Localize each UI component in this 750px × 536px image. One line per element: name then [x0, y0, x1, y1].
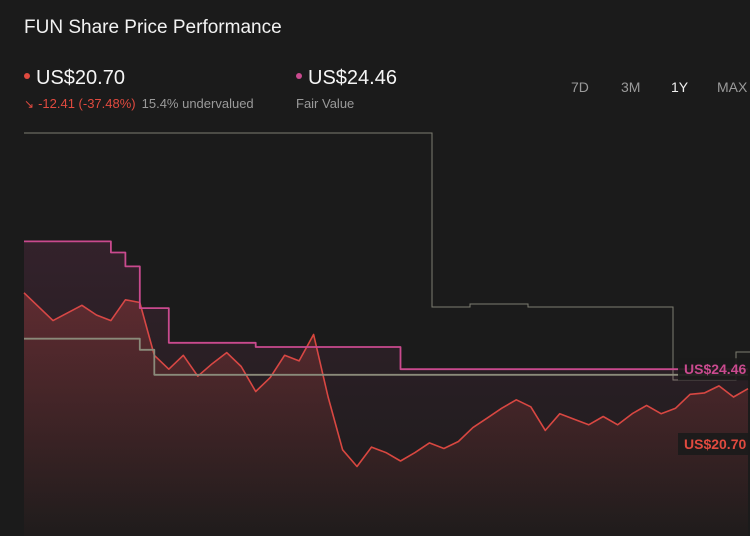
price-change: -12.41 (-37.48%)	[38, 96, 136, 111]
arrow-down-right-icon: ↘	[24, 97, 35, 111]
range-7d-button[interactable]: 7D	[571, 79, 589, 95]
analyst-step-line	[24, 337, 748, 376]
price-change-row: ↘ -12.41 (-37.48%) 15.4% undervalued	[24, 96, 254, 111]
fair-value-label: Fair Value	[296, 96, 355, 111]
share-price-summary: US$20.70 ↘ -12.41 (-37.48%) 15.4% underval…	[24, 67, 254, 111]
price-dot-icon	[24, 72, 30, 79]
fair-value-line	[24, 240, 748, 371]
range-3m-button[interactable]: 3M	[621, 79, 641, 95]
fair-value-line-area	[24, 241, 748, 536]
fair-value-amount: US$24.46	[308, 67, 397, 89]
price-end-label: US$20.70	[678, 433, 750, 455]
share-price: US$20.70	[24, 67, 254, 90]
page-title: FUN Share Price Performance	[24, 17, 282, 38]
fair-value-summary: US$24.46 Fair Value	[296, 67, 397, 111]
range-max-button[interactable]: MAX	[717, 79, 748, 95]
fair-value-dot-icon	[296, 72, 302, 79]
range-1y-button[interactable]: 1Y	[671, 79, 689, 95]
svg-text:US$20.70: US$20.70	[684, 436, 746, 452]
svg-text:US$24.46: US$24.46	[684, 361, 746, 377]
valuation-status: 15.4% undervalued	[141, 96, 254, 111]
chart-series-layer: US$24.46 US$20.70	[23, 240, 750, 536]
fair-value: US$24.46	[296, 67, 397, 90]
fair-value-end-label: US$24.46	[678, 358, 750, 381]
share-price-value: US$20.70	[36, 67, 125, 89]
